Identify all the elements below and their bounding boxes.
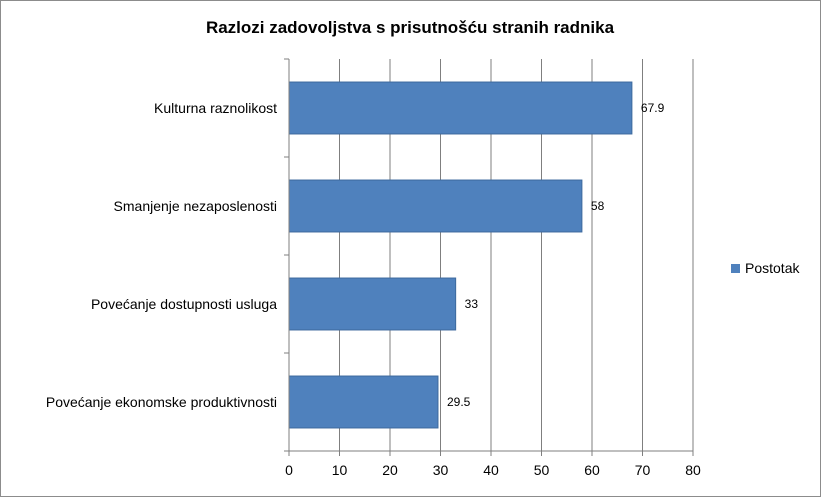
- bar-series: [288, 81, 633, 429]
- bar: [288, 179, 583, 233]
- data-label: 67.9: [641, 101, 665, 115]
- axes: [284, 58, 694, 456]
- category-labels: Kulturna raznolikost Smanjenje nezaposlen…: [46, 100, 277, 410]
- data-label: 33: [465, 297, 479, 311]
- bar: [288, 81, 633, 135]
- data-label: 58: [591, 199, 605, 213]
- bar: [288, 375, 439, 429]
- x-tick-label: 80: [685, 462, 701, 478]
- x-tick-label: 20: [382, 462, 398, 478]
- legend-label: Postotak: [745, 260, 800, 276]
- x-tick-label: 60: [584, 462, 600, 478]
- x-tick-label: 50: [534, 462, 550, 478]
- data-label: 29.5: [447, 395, 471, 409]
- x-tick-labels: 0 10 20 30 40 50 60 70 80: [285, 462, 701, 478]
- chart-title: Razlozi zadovoljstva s prisutnošću stran…: [206, 18, 615, 37]
- x-tick-label: 40: [483, 462, 499, 478]
- category-label: Kulturna raznolikost: [154, 100, 277, 116]
- category-label: Povećanje dostupnosti usluga: [91, 296, 277, 312]
- x-tick-label: 10: [332, 462, 348, 478]
- x-tick-label: 0: [285, 462, 293, 478]
- data-labels: 67.9 58 33 29.5: [447, 101, 665, 409]
- x-tick-label: 30: [433, 462, 449, 478]
- category-label: Smanjenje nezaposlenosti: [114, 198, 277, 214]
- category-label: Povećanje ekonomske produktivnosti: [46, 394, 277, 410]
- legend-swatch: [731, 264, 740, 273]
- x-tick-label: 70: [635, 462, 651, 478]
- legend: Postotak: [731, 260, 800, 276]
- bar: [288, 277, 457, 331]
